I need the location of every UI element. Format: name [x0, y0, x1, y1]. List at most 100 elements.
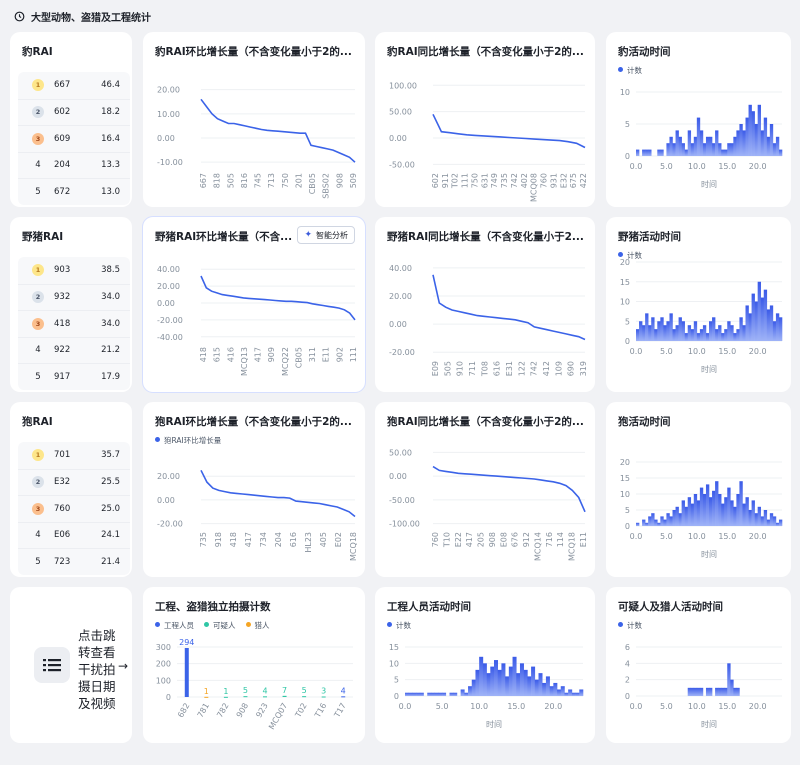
histogram-bar [721, 149, 725, 156]
jump-to-videos-card[interactable]: 点击跳转查看干扰拍摄日期及视频 → [10, 587, 132, 743]
histogram-bar [642, 325, 646, 341]
x-tick-label: 682 [176, 702, 191, 720]
legend[interactable]: 计数 [387, 620, 411, 631]
histogram-bar [730, 325, 734, 341]
x-tick-label: 716 [545, 532, 554, 547]
x-tick-label: 908 [488, 532, 497, 547]
bar [302, 696, 307, 698]
legend[interactable]: 计数 [618, 620, 642, 631]
histogram-bar [696, 500, 701, 526]
rank-row: 5 723 21.4 [18, 548, 130, 574]
x-axis-label: 时间 [701, 179, 717, 189]
x-tick-label: 742 [510, 173, 519, 188]
histogram-bar [678, 317, 682, 341]
legend[interactable]: 计数 [618, 250, 642, 261]
rank-title: 狍RAI [22, 416, 53, 428]
histogram-bar [482, 663, 487, 696]
bar [263, 696, 267, 698]
x-axis-label: 时间 [701, 549, 717, 559]
data-label: 4 [341, 686, 346, 695]
y-tick-label: 0.00 [389, 320, 407, 329]
histogram-chart[interactable]: 20 15 10 5 00.0 5.0 10.0 15.0 20.0 时间 [606, 217, 791, 392]
histogram-bar [745, 497, 749, 526]
legend-item[interactable]: 可疑人 [204, 620, 236, 631]
x-tick-label: 923 [254, 702, 269, 720]
histogram-bar [687, 497, 692, 526]
rank-value: 25.0 [101, 503, 120, 514]
histogram-bar [705, 687, 710, 696]
roe-deer-mom-card[interactable]: 狍RAI环比增长量（不含变化量小于2的... 狍RAI环比增长量 20.00 0.… [143, 402, 365, 577]
y-tick-label: 20.00 [389, 292, 412, 301]
histogram-bar [468, 686, 473, 696]
x-tick-label: 745 [254, 173, 263, 188]
boar-mom-card[interactable]: 野猪RAI环比增长量（不含... ✦ 智能分析 40.00 20.00 0.00 -20… [142, 216, 366, 393]
histogram-chart[interactable]: 6 4 2 00.0 5.0 10.0 15.0 20.0 时间 [606, 587, 791, 743]
histogram-bar [690, 329, 695, 341]
roe-deer-yoy-card[interactable]: 狍RAI同比增长量（不含变化量小于2的... 50.00 0.00 -50.00 -1… [375, 402, 595, 577]
jump-link-text[interactable]: 点击跳转查看干扰拍摄日期及视频 [78, 628, 116, 711]
engineering-poaching-card[interactable]: 工程、盗猎独立拍摄计数 工程人员 可疑人 猎人 300 200 100 0 294 682… [143, 587, 365, 743]
rank-badge: 4 [35, 345, 41, 355]
x-tick-label: 816 [240, 173, 249, 188]
x-tick-label: 667 [199, 173, 208, 188]
rank-badge: 4 [35, 530, 41, 540]
bar [243, 696, 248, 698]
histogram-bar [757, 506, 762, 526]
leopard-mom-card[interactable]: 豹RAI环比增长量（不含变化量小于2的... 20.00 10.00 0.00 -10… [143, 32, 365, 207]
y-tick-label: 40.00 [389, 264, 412, 273]
histogram-chart[interactable]: 10 5 00.0 5.0 10.0 15.0 20.0 时间 [606, 32, 791, 207]
bar-chart[interactable]: 300200100029468217811782590849237MCQ075T… [143, 587, 365, 743]
rank-row: 2 E32 25.5 [18, 468, 130, 495]
suspect-activity-card[interactable]: 可疑人及猎人活动时间 计数 6 4 2 0 0.0 5.0 10.0 15.0 20.0 时间 [606, 587, 791, 743]
legend-item[interactable]: 猎人 [245, 620, 270, 631]
series-line [432, 465, 586, 513]
rank-badge: 3 [32, 132, 44, 145]
rank-name: E06 [54, 530, 71, 540]
histogram-bar [684, 333, 689, 341]
rank-badge: 5 [35, 556, 41, 567]
x-tick-label: 10.0 [470, 702, 488, 711]
rank-value: 35.7 [101, 450, 120, 460]
x-tick-label: 10.0 [688, 702, 706, 711]
ai-analysis-button[interactable]: ✦ 智能分析 [297, 226, 355, 244]
x-tick-label: 742 [530, 361, 539, 376]
line-chart[interactable]: 40.00 20.00 0.00 -20.00 -40.00 418 615 416 MCQ13… [143, 217, 365, 392]
legend[interactable]: 狍RAI环比增长量 [155, 435, 221, 446]
leopard-activity-card[interactable]: 豹活动时间 计数 10 5 0 0.0 5.0 10.0 15.0 20.0 时间 [606, 32, 791, 207]
x-tick-label: 5.0 [660, 702, 673, 711]
histogram-chart[interactable]: 20 15 10 5 00.0 5.0 10.0 15.0 20.0 时间 [606, 402, 791, 577]
histogram-bar [663, 519, 667, 526]
boar-activity-card[interactable]: 野猪活动时间 计数 20 15 10 5 0 0.0 5.0 10.0 15.0 20.0 时间 [606, 217, 791, 392]
leopard-yoy-card[interactable]: 豹RAI同比增长量（不含变化量小于2的... 100.00 50.00 0.00 -5… [375, 32, 595, 207]
rank-value: 25.5 [101, 477, 120, 487]
histogram-bar [769, 513, 774, 526]
legend-item[interactable]: 工程人员 [155, 620, 194, 631]
line-chart[interactable]: 50.00 0.00 -50.00 -100.00 760 T10 E22 417 205 908… [375, 402, 595, 577]
histogram-chart[interactable]: 15 10 5 00.0 5.0 10.0 15.0 20.0 时间 [375, 587, 595, 743]
line-chart[interactable]: 40.00 20.00 0.00 -20.00 E09 505 910 711 T08 616 E3… [375, 217, 595, 392]
x-tick-label: 0.0 [630, 162, 643, 171]
x-tick-label: MCQ08 [530, 173, 539, 202]
boar-yoy-card[interactable]: 野猪RAI同比增长量（不含变化量小于2... 40.00 20.00 0.00 -20… [375, 217, 595, 392]
histogram-bar [709, 687, 713, 696]
legend[interactable]: 计数 [618, 65, 642, 76]
x-tick-label: 909 [267, 347, 276, 362]
histogram-bar [553, 682, 558, 696]
x-tick-label: 735 [199, 532, 208, 547]
roe-deer-activity-card[interactable]: 狍活动时间 20 15 10 5 0 0.0 5.0 10.0 15.0 20.0 时间 [606, 402, 791, 577]
x-tick-label: 15.0 [718, 532, 736, 541]
y-tick-label: 0 [625, 337, 630, 346]
histogram-bar [516, 673, 521, 696]
histogram-bar [730, 500, 734, 526]
line-chart[interactable]: 20.00 0.00 -20.00 735 918 418 417 734 204 616 HL23… [143, 402, 365, 577]
y-tick-label: 0 [394, 692, 399, 701]
line-chart[interactable]: 20.00 10.00 0.00 -10.00 667 818 505 816 745 713 75… [143, 32, 365, 207]
worker-activity-card[interactable]: 工程人员活动时间 计数 15 10 5 0 0.0 5.0 10.0 15.0 20.0 时间 [375, 587, 595, 743]
histogram-bar [693, 136, 698, 156]
legend[interactable]: 工程人员 可疑人 猎人 [155, 620, 270, 631]
legend-label: 计数 [627, 251, 642, 260]
rank-name: 672 [54, 186, 71, 197]
histogram-bar [702, 143, 707, 156]
x-tick-label: 5.0 [660, 162, 673, 171]
